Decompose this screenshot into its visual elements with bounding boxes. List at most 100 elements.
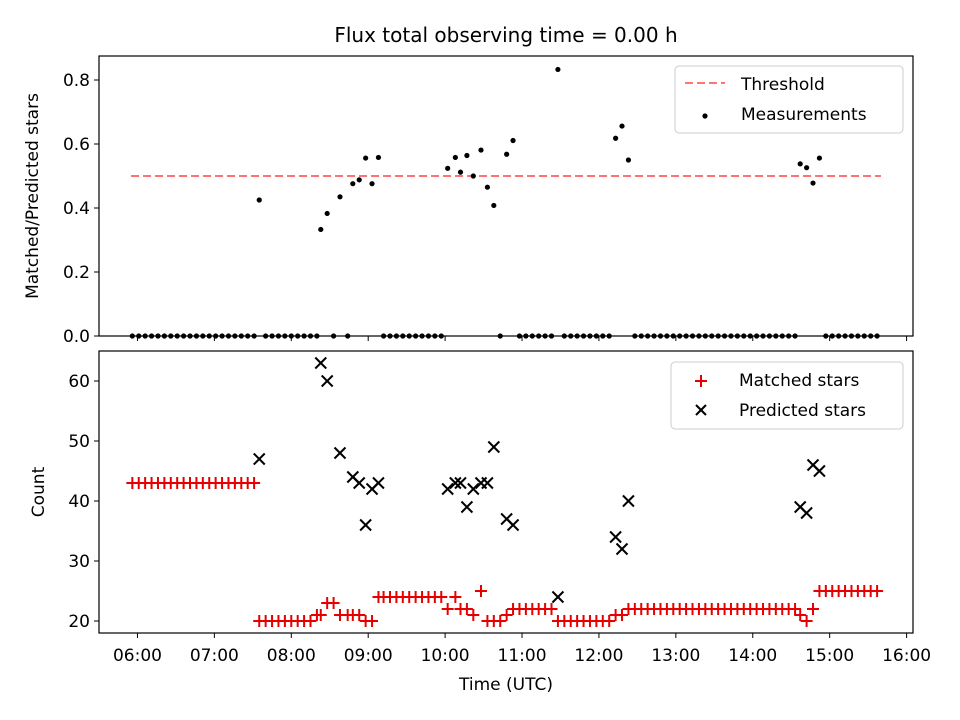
matched-star-point bbox=[475, 585, 488, 597]
predicted-star-point bbox=[609, 530, 622, 544]
predicted-star-point bbox=[372, 476, 385, 490]
bottom-panel: Count 20 30 40 50 60 06:00 07:00 08:00 09:00 10:… bbox=[29, 350, 931, 666]
predicted-star-point bbox=[615, 542, 629, 556]
predicted-star-point bbox=[506, 518, 520, 532]
bottom-y-tick-label: 50 bbox=[68, 432, 90, 452]
measurement-point bbox=[464, 152, 470, 159]
matched-legend-label: Matched stars bbox=[739, 371, 859, 391]
measurement-point bbox=[256, 197, 262, 203]
matched-star-point bbox=[441, 603, 454, 615]
measurement-point bbox=[504, 151, 510, 157]
bottom-x-tick-label: 09:00 bbox=[344, 646, 393, 666]
threshold-legend-label: Threshold bbox=[740, 75, 825, 95]
measurements-legend-label: Measurements bbox=[741, 105, 867, 125]
matched-star-point bbox=[304, 615, 317, 627]
predicted-star-point bbox=[320, 374, 334, 388]
measurement-point bbox=[810, 180, 816, 186]
bottom-y-axis-label: Count bbox=[29, 466, 49, 517]
measurement-point bbox=[318, 226, 324, 233]
matched-star-point bbox=[467, 609, 480, 621]
measurement-point bbox=[625, 157, 632, 163]
figure-title: Flux total observing time = 0.00 h bbox=[334, 23, 677, 47]
measurement-point bbox=[452, 154, 458, 161]
predicted-star-point bbox=[441, 482, 454, 496]
predicted-star-point bbox=[622, 494, 635, 508]
matched-star-point bbox=[807, 603, 820, 615]
predicted-star-point bbox=[253, 452, 266, 466]
predicted-star-point bbox=[481, 476, 494, 490]
bottom-y-ticks: 20 30 40 50 60 bbox=[68, 372, 99, 632]
predicted-star-point bbox=[359, 518, 372, 532]
matched-star-point bbox=[545, 603, 558, 615]
top-y-tick-label: 0.4 bbox=[63, 199, 90, 219]
predicted-star-point bbox=[487, 440, 501, 454]
matched-star-point bbox=[500, 609, 513, 621]
matched-star-point bbox=[327, 597, 340, 609]
top-legend: Threshold Measurements bbox=[674, 65, 904, 134]
bottom-y-tick-label: 40 bbox=[68, 492, 90, 512]
measurement-point bbox=[457, 169, 464, 175]
predicted-star-point bbox=[813, 464, 826, 478]
measurement-point bbox=[797, 161, 803, 167]
measurement-point bbox=[613, 135, 619, 141]
measurement-point bbox=[356, 177, 362, 183]
predicted-star-point bbox=[449, 476, 462, 490]
top-y-axis-label: Matched/Predicted stars bbox=[23, 93, 43, 299]
predicted-legend-label: Predicted stars bbox=[739, 401, 866, 421]
measurement-point bbox=[555, 66, 561, 73]
bottom-axes-frame bbox=[98, 350, 914, 634]
bottom-x-tick-label: 10:00 bbox=[421, 646, 470, 666]
top-panel: Matched/Predicted stars 0.00.20.40.60.8 … bbox=[23, 55, 914, 347]
measurement-point bbox=[619, 123, 625, 129]
matched-star-point bbox=[460, 603, 473, 615]
measurement-point bbox=[470, 173, 476, 179]
measurement-point bbox=[445, 165, 451, 171]
top-y-tick-label: 0.6 bbox=[63, 135, 90, 155]
bottom-x-tick-label: 15:00 bbox=[805, 646, 854, 666]
bottom-x-ticks: 06:00 07:00 08:00 09:00 10:00 11:00 12:00 13:00… bbox=[113, 633, 931, 666]
bottom-x-tick-label: 11:00 bbox=[498, 646, 547, 666]
top-y-tick-label: 0.0 bbox=[63, 327, 90, 347]
measurement-point bbox=[337, 194, 343, 200]
matched-star-point bbox=[789, 603, 802, 615]
matched-star-point bbox=[353, 609, 366, 621]
matched-star-point bbox=[603, 615, 616, 627]
measurement-point bbox=[375, 154, 382, 161]
bottom-y-tick-label: 30 bbox=[68, 552, 90, 572]
x-axis-label: Time (UTC) bbox=[458, 675, 553, 695]
matched-star-point bbox=[794, 609, 807, 621]
measurement-point bbox=[491, 202, 497, 209]
matched-star-point bbox=[800, 615, 813, 627]
measurements-legend-swatch bbox=[702, 113, 708, 119]
top-legend-box bbox=[674, 65, 904, 134]
bottom-y-tick-label: 20 bbox=[68, 612, 90, 632]
matched-legend-swatch bbox=[695, 375, 707, 387]
predicted-star-point bbox=[314, 356, 327, 370]
matched-star-point bbox=[871, 585, 884, 597]
matched-star-point bbox=[449, 591, 462, 603]
bottom-x-tick-label: 16:00 bbox=[882, 646, 931, 666]
measurement-point bbox=[363, 155, 369, 161]
measurement-point bbox=[324, 210, 330, 217]
bottom-legend: Matched stars Predicted stars bbox=[670, 361, 904, 430]
top-y-tick-label: 0.2 bbox=[63, 263, 90, 283]
measurement-point bbox=[816, 155, 823, 161]
predicted-star-point bbox=[460, 500, 474, 514]
predicted-stars-points bbox=[253, 356, 826, 604]
bottom-x-tick-label: 14:00 bbox=[728, 646, 777, 666]
measurement-point bbox=[350, 181, 356, 187]
bottom-x-tick-label: 12:00 bbox=[574, 646, 623, 666]
matched-star-point bbox=[435, 591, 448, 603]
top-y-ticks: 0.0 0.2 0.4 0.6 0.8 bbox=[63, 71, 99, 347]
matched-star-point bbox=[616, 609, 629, 621]
predicted-star-point bbox=[800, 506, 813, 520]
top-axes-frame bbox=[98, 55, 914, 337]
matched-star-point bbox=[494, 615, 507, 627]
top-y-tick-label: 0.8 bbox=[63, 71, 90, 91]
measurement-point bbox=[510, 137, 516, 144]
matched-star-point bbox=[248, 477, 261, 489]
predicted-star-point bbox=[454, 476, 467, 490]
bottom-y-tick-label: 60 bbox=[68, 372, 90, 392]
matched-star-point bbox=[366, 615, 379, 627]
measurement-point bbox=[484, 184, 491, 190]
